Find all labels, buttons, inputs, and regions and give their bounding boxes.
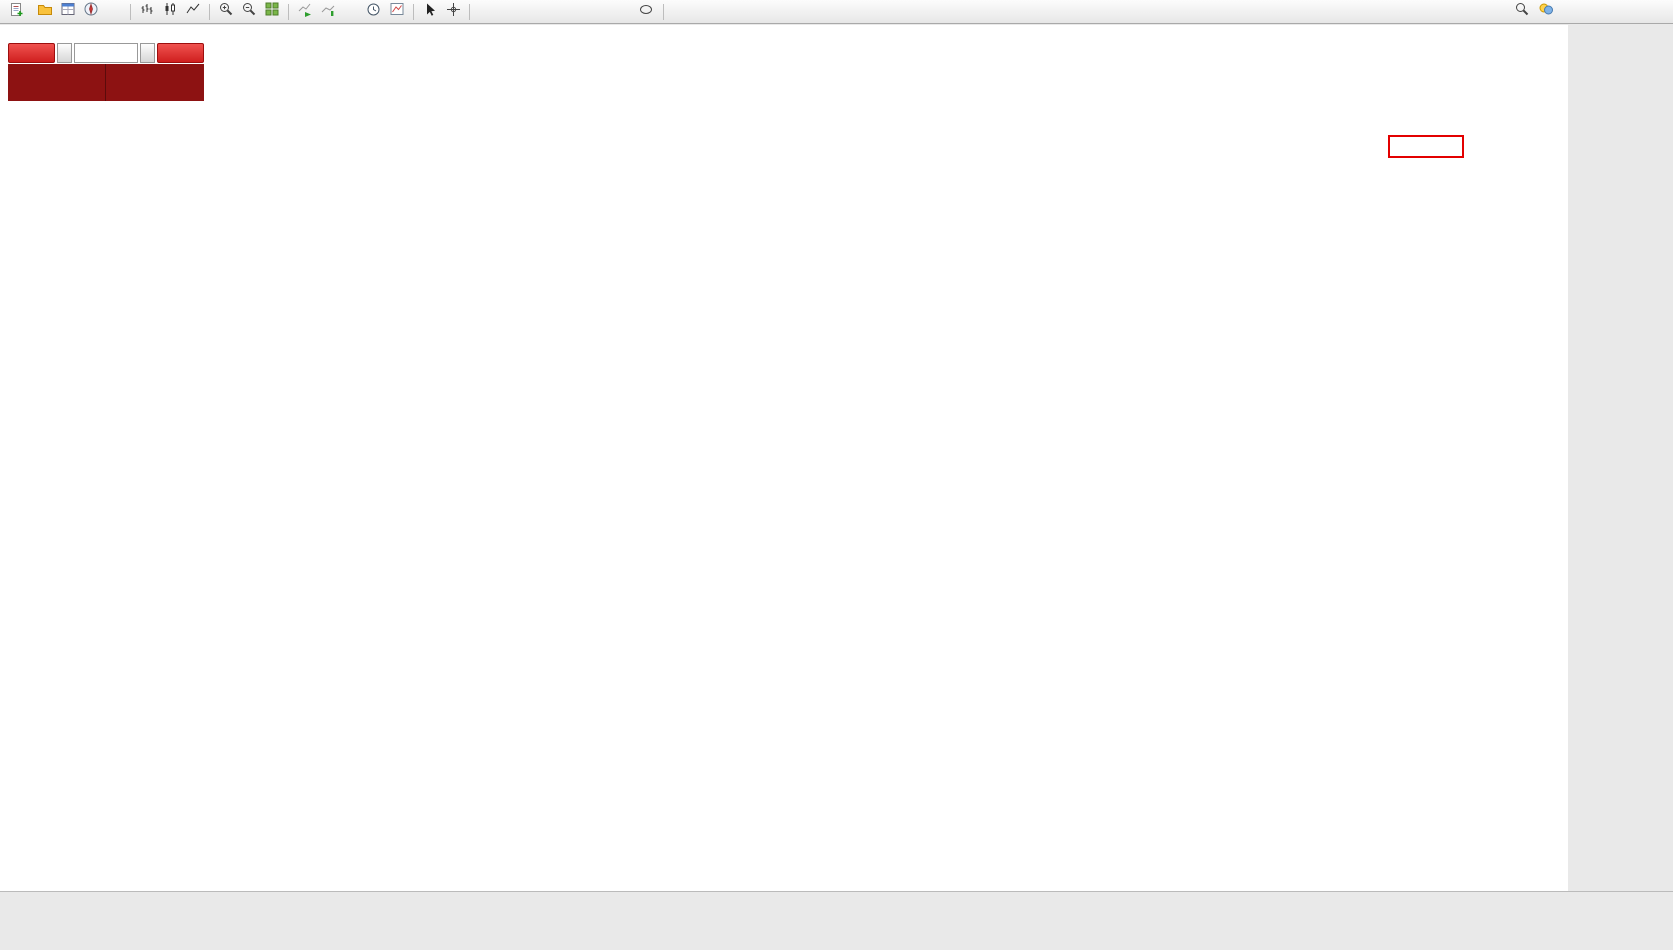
new-order-button[interactable] <box>4 2 33 22</box>
line-chart-button[interactable] <box>182 2 204 22</box>
main-toolbar <box>0 0 1673 24</box>
candlestick-chart-button[interactable] <box>159 2 181 22</box>
buy-price-button[interactable] <box>106 64 204 101</box>
clock-icon <box>366 2 381 22</box>
bar-chart-icon <box>139 1 155 22</box>
chart-shift-button[interactable] <box>317 2 339 22</box>
zoom-in-button[interactable] <box>215 2 237 22</box>
search-icon <box>1514 1 1530 22</box>
sell-button[interactable] <box>8 43 55 63</box>
fibonacci-button[interactable] <box>567 2 589 22</box>
cursor-icon <box>423 2 437 22</box>
price-callout-box <box>1388 135 1464 158</box>
toolbar-separator <box>288 3 289 20</box>
trade-panel-top-row <box>8 43 204 63</box>
chart-shift-icon <box>320 1 336 22</box>
sell-price-button[interactable] <box>8 64 106 101</box>
profiles-icon <box>37 1 53 22</box>
market-watch-button[interactable] <box>57 2 79 22</box>
navigator-icon <box>83 1 99 22</box>
tile-windows-button[interactable] <box>261 2 283 22</box>
toolbar-separator <box>209 3 210 20</box>
trendline-button[interactable] <box>521 2 543 22</box>
crosshair-button[interactable] <box>442 2 464 22</box>
toolbar-right-group <box>1511 2 1557 22</box>
shapes-button[interactable] <box>636 2 658 22</box>
one-click-trading-panel <box>8 43 204 101</box>
volume-input[interactable] <box>74 43 138 63</box>
shapes-icon <box>639 3 654 21</box>
community-button[interactable] <box>1535 2 1557 22</box>
profiles-button[interactable] <box>34 2 56 22</box>
periods-button[interactable] <box>363 2 385 22</box>
text-tool-button[interactable] <box>590 2 612 22</box>
indicators-button[interactable] <box>340 2 362 22</box>
toolbar-separator <box>469 3 470 20</box>
tile-windows-icon <box>264 1 280 22</box>
template-icon <box>389 1 405 22</box>
toolbar-separator <box>663 3 664 20</box>
volume-increase-button[interactable] <box>140 43 155 63</box>
auto-scroll-icon <box>297 1 313 22</box>
navigator-button[interactable] <box>80 2 102 22</box>
chart-window <box>0 25 1568 891</box>
zoom-out-icon <box>241 1 257 22</box>
new-order-icon <box>9 2 24 22</box>
crosshair-icon <box>446 2 461 22</box>
templates-button[interactable] <box>386 2 408 22</box>
auto-trading-button[interactable] <box>103 2 125 22</box>
line-chart-icon <box>185 1 201 22</box>
toolbar-separator <box>130 3 131 20</box>
volume-decrease-button[interactable] <box>57 43 72 63</box>
community-icon <box>1538 1 1554 22</box>
cursor-button[interactable] <box>419 2 441 22</box>
trade-panel-price-row <box>8 64 204 101</box>
toolbar-separator <box>413 3 414 20</box>
buy-button[interactable] <box>157 43 204 63</box>
bar-chart-button[interactable] <box>136 2 158 22</box>
market-watch-icon <box>60 1 76 22</box>
zoom-in-icon <box>218 1 234 22</box>
chart-canvas[interactable] <box>0 25 1568 891</box>
auto-scroll-button[interactable] <box>294 2 316 22</box>
channel-button[interactable] <box>544 2 566 22</box>
zoom-out-button[interactable] <box>238 2 260 22</box>
candlestick-chart-icon <box>162 1 178 22</box>
horizontal-line-button[interactable] <box>498 2 520 22</box>
vertical-line-button[interactable] <box>475 2 497 22</box>
bottom-area <box>0 891 1673 950</box>
label-tool-button[interactable] <box>613 2 635 22</box>
search-button[interactable] <box>1511 2 1533 22</box>
